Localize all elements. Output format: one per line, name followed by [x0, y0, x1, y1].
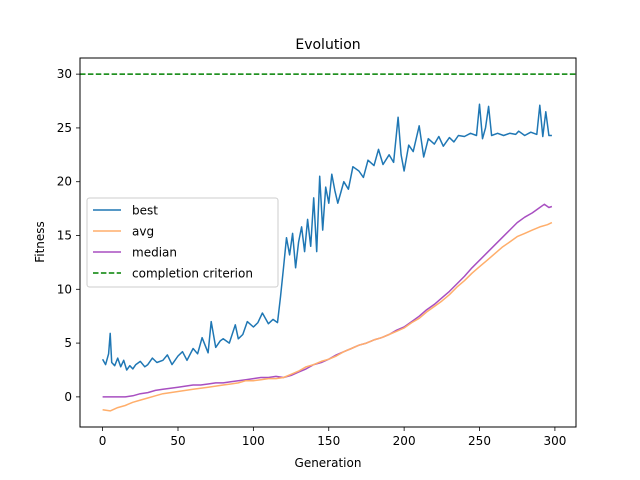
legend-label-median: median — [132, 246, 177, 260]
y-tick-label: 20 — [57, 175, 72, 189]
legend-label-avg: avg — [132, 225, 154, 239]
y-tick-label: 25 — [57, 121, 72, 135]
x-tick-label: 300 — [543, 434, 566, 448]
legend-label-best: best — [132, 204, 158, 218]
y-tick-label: 10 — [57, 282, 72, 296]
chart-title: Evolution — [295, 37, 360, 53]
y-axis: 0 5 10 15 20 25 30 — [57, 67, 80, 404]
x-tick-label: 150 — [317, 434, 340, 448]
x-tick-label: 0 — [99, 434, 107, 448]
x-tick-label: 250 — [468, 434, 491, 448]
series-line-best — [101, 103, 552, 371]
y-tick-label: 0 — [64, 390, 72, 404]
x-axis-label: Generation — [295, 456, 362, 470]
legend: best avg median completion criterion — [86, 197, 279, 288]
y-tick-label: 15 — [57, 229, 72, 243]
y-axis-label: Fitness — [33, 221, 47, 263]
x-tick-label: 100 — [242, 434, 265, 448]
legend-label-completion-criterion: completion criterion — [132, 267, 253, 281]
x-axis: 0 50 100 150 200 250 300 — [99, 427, 566, 448]
y-tick-label: 30 — [57, 67, 72, 81]
plot-area — [80, 73, 576, 412]
y-tick-label: 5 — [64, 336, 72, 350]
legend-box — [86, 197, 279, 288]
x-tick-label: 50 — [170, 434, 185, 448]
series-line-avg — [102, 221, 553, 412]
x-tick-label: 200 — [393, 434, 416, 448]
axes-frame — [79, 57, 577, 428]
